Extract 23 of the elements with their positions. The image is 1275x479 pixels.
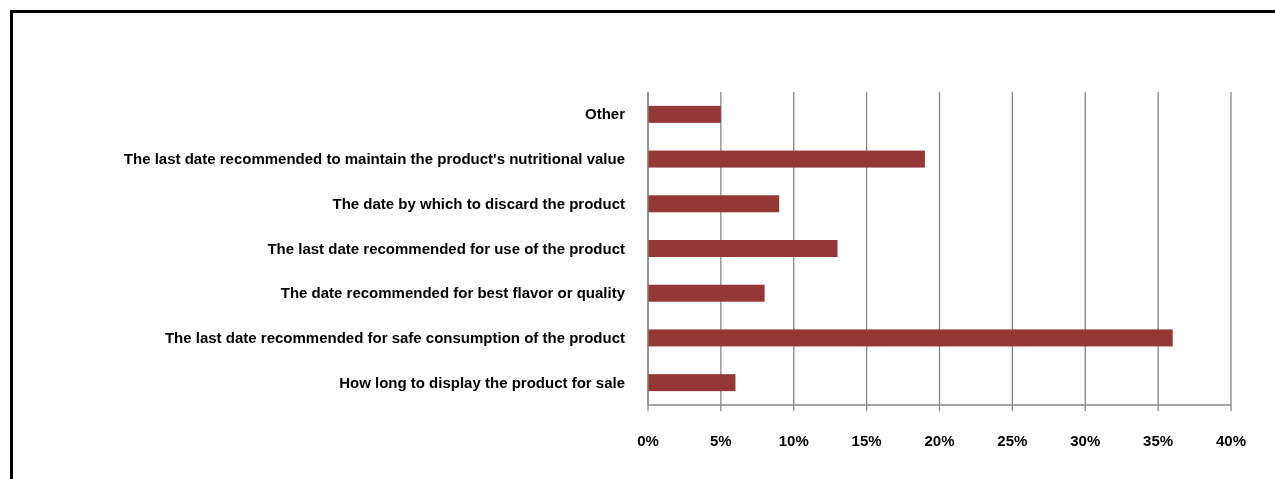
x-tick-label: 0% bbox=[637, 432, 659, 449]
bar bbox=[648, 150, 925, 168]
x-tick-label: 20% bbox=[924, 432, 955, 449]
x-tick-label: 35% bbox=[1143, 432, 1174, 449]
x-tick-label: 15% bbox=[851, 432, 882, 449]
y-tick-label: How long to display the product for sale bbox=[339, 373, 625, 391]
x-tick-label: 30% bbox=[1070, 432, 1101, 449]
y-tick-label: The last date recommended to maintain the product's nutritional value bbox=[123, 150, 625, 168]
x-tick-label: 5% bbox=[710, 432, 732, 449]
x-tick-label: 25% bbox=[997, 432, 1028, 449]
y-tick-label: The last date recommended for safe consumption of the product bbox=[164, 328, 625, 346]
bar bbox=[648, 105, 721, 123]
x-tick-label: 10% bbox=[778, 432, 809, 449]
y-tick-label: The date recommended for best flavor or quality bbox=[280, 284, 626, 302]
bar bbox=[648, 374, 736, 392]
bar bbox=[648, 195, 780, 213]
bar bbox=[648, 240, 838, 257]
y-tick-label: The last date recommended for use of the product bbox=[267, 239, 625, 257]
y-tick-label: The date by which to discard the product bbox=[332, 194, 625, 212]
bar bbox=[648, 329, 1173, 347]
y-tick-label: Other bbox=[584, 105, 626, 123]
bar bbox=[648, 284, 765, 302]
x-tick-label: 40% bbox=[1215, 432, 1247, 449]
